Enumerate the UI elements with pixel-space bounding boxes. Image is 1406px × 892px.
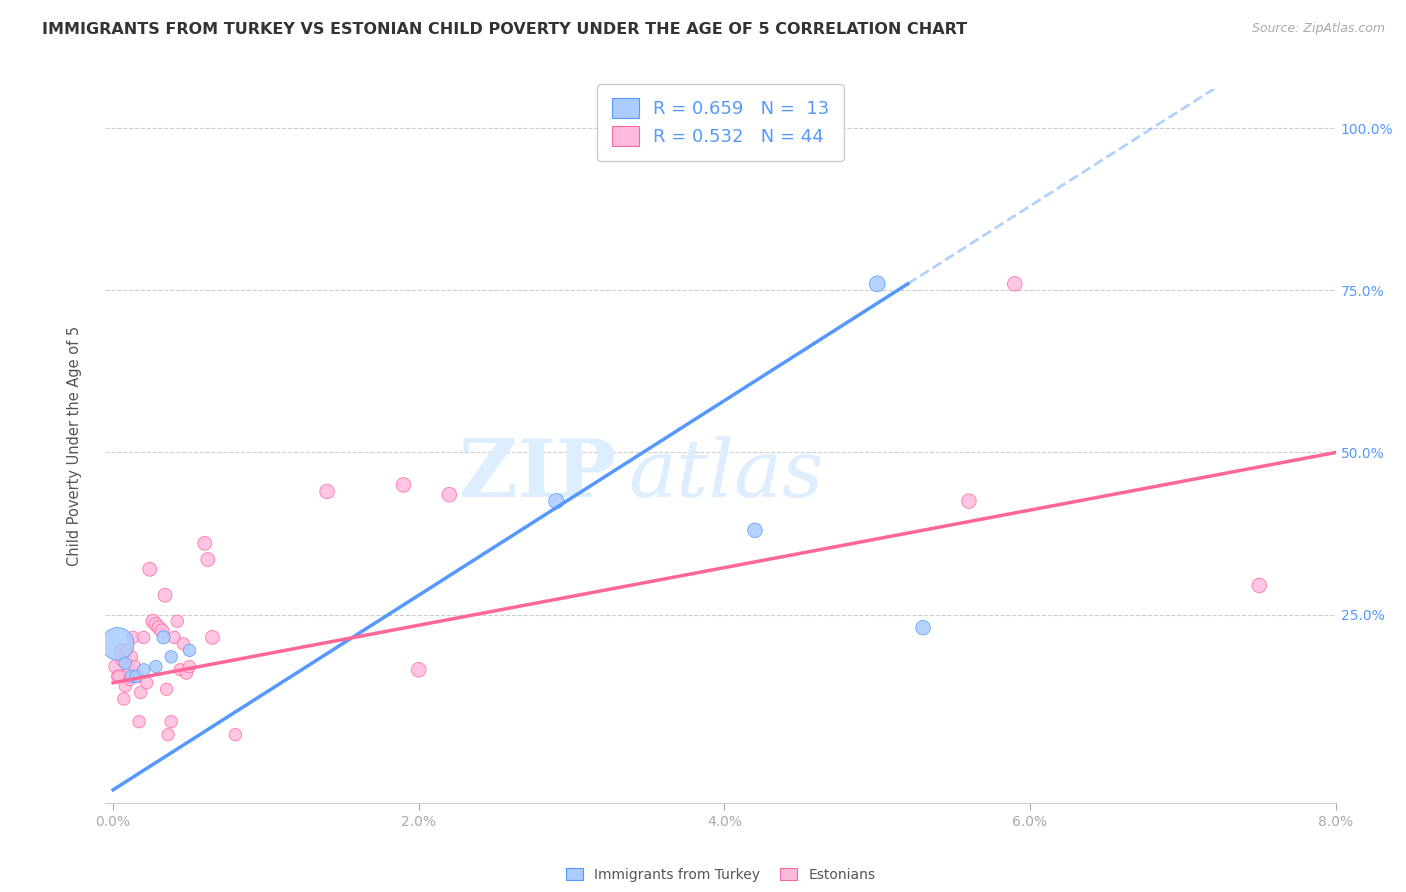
Point (172, 637, 194, 651)
Point (132, 663, 155, 677)
Legend: Immigrants from Turkey, Estonians: Immigrants from Turkey, Estonians (560, 861, 882, 888)
Point (194, 536, 217, 550)
Point (197, 552, 219, 566)
Point (163, 631, 186, 645)
Point (107, 637, 129, 651)
Point (957, 494, 980, 508)
Point (118, 673, 141, 687)
Point (160, 649, 183, 664)
Point (160, 714, 183, 729)
Text: ZIP: ZIP (458, 435, 616, 514)
Point (114, 657, 136, 671)
Point (128, 714, 150, 729)
Point (179, 659, 201, 673)
Point (107, 669, 129, 683)
Point (201, 631, 224, 645)
Point (392, 478, 415, 492)
Point (152, 631, 174, 645)
Point (150, 624, 173, 638)
Point (439, 488, 461, 502)
Point (108, 669, 131, 683)
Point (744, 524, 766, 538)
Point (912, 621, 935, 635)
Point (139, 562, 162, 576)
Point (135, 675, 157, 690)
Text: Source: ZipAtlas.com: Source: ZipAtlas.com (1251, 22, 1385, 36)
Point (145, 617, 167, 632)
Point (110, 643, 132, 657)
Y-axis label: Child Poverty Under the Age of 5: Child Poverty Under the Age of 5 (67, 326, 82, 566)
Point (316, 484, 339, 499)
Point (157, 728, 180, 742)
Point (111, 653, 134, 667)
Point (166, 614, 188, 628)
Point (127, 669, 149, 683)
Point (1249, 578, 1271, 592)
Point (122, 631, 145, 645)
Point (114, 679, 136, 693)
Point (115, 643, 138, 657)
Point (176, 666, 198, 681)
Text: IMMIGRANTS FROM TURKEY VS ESTONIAN CHILD POVERTY UNDER THE AGE OF 5 CORRELATION : IMMIGRANTS FROM TURKEY VS ESTONIAN CHILD… (42, 22, 967, 37)
Point (120, 669, 142, 683)
Point (125, 669, 148, 683)
Point (117, 659, 139, 673)
Point (120, 649, 142, 664)
Point (145, 659, 167, 673)
Point (153, 588, 176, 602)
Point (105, 659, 128, 673)
Point (169, 663, 191, 677)
Point (179, 643, 201, 657)
Point (148, 621, 170, 635)
Point (408, 663, 430, 677)
Point (129, 685, 152, 699)
Point (1004, 277, 1026, 291)
Point (112, 692, 135, 706)
Point (132, 631, 155, 645)
Point (866, 277, 889, 291)
Point (546, 494, 568, 508)
Point (124, 659, 146, 673)
Point (155, 682, 177, 697)
Point (142, 614, 165, 628)
Text: atlas: atlas (628, 436, 824, 513)
Point (224, 728, 246, 742)
